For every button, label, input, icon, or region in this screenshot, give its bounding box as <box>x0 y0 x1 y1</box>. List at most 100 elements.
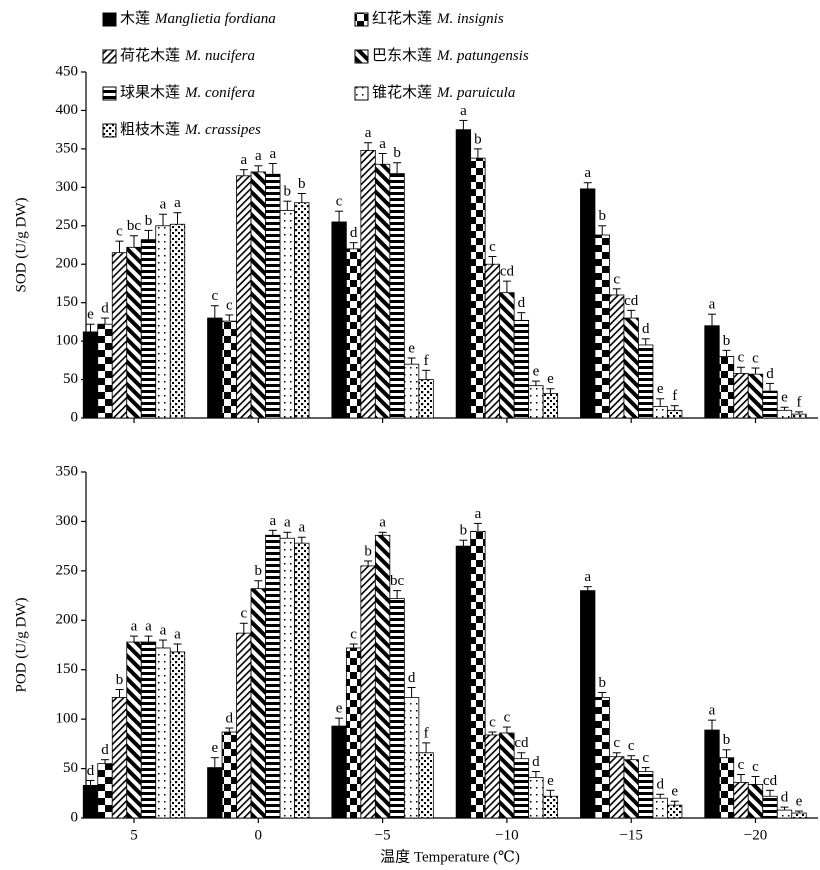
error-bar <box>283 531 292 539</box>
error-bar <box>364 560 373 566</box>
error-bar <box>210 305 219 319</box>
bar <box>279 537 295 819</box>
error-bar <box>268 529 277 536</box>
error-bar <box>583 182 592 189</box>
significance-label: d <box>226 710 234 726</box>
error-bar <box>795 810 803 814</box>
significance-label: d <box>101 742 109 758</box>
y-axis-title: SOD (U/g DW) <box>13 198 29 293</box>
error-bar <box>531 380 540 386</box>
significance-label: a <box>379 515 386 531</box>
bar <box>623 759 639 819</box>
significance-label: cd <box>763 773 778 789</box>
error-bar <box>459 119 468 130</box>
bar <box>140 641 157 819</box>
significance-label: c <box>336 194 343 210</box>
bar <box>389 173 405 419</box>
significance-label: b <box>364 543 372 559</box>
bar <box>418 379 434 419</box>
significance-label: a <box>145 619 152 635</box>
error-bar <box>254 165 263 172</box>
significance-label: e <box>87 307 94 323</box>
significance-label: c <box>738 757 745 773</box>
significance-label: e <box>547 371 554 387</box>
error-bar <box>115 240 124 253</box>
significance-label: e <box>781 390 788 406</box>
bar <box>331 221 347 419</box>
bar <box>528 385 544 419</box>
significance-label: d <box>101 300 109 316</box>
y-tick-label: 300 <box>56 513 79 529</box>
bar <box>374 534 391 819</box>
significance-label: c <box>489 714 496 730</box>
bar <box>791 413 807 419</box>
significance-label: c <box>226 297 233 313</box>
significance-label: e <box>336 701 343 717</box>
error-bar <box>101 759 109 764</box>
error-bar <box>210 757 219 768</box>
significance-label: a <box>174 195 181 211</box>
bar <box>455 545 472 819</box>
significance-label: c <box>350 626 357 642</box>
significance-label: f <box>424 725 429 741</box>
significance-label: a <box>709 297 716 313</box>
x-tick-label: −15 <box>619 827 642 843</box>
error-bar <box>670 800 679 806</box>
significance-label: c <box>116 224 123 240</box>
bar <box>733 373 749 419</box>
error-bar <box>737 366 745 374</box>
bar <box>580 188 596 419</box>
bar <box>455 129 472 419</box>
x-tick-label: −10 <box>495 827 518 843</box>
bar <box>776 409 793 419</box>
bar <box>294 202 310 419</box>
significance-label: c <box>628 738 635 754</box>
significance-label: c <box>752 759 759 775</box>
bar <box>718 757 735 819</box>
legend-label: 巴东木莲 M. patungensis <box>372 47 529 64</box>
error-bar <box>422 742 431 753</box>
error-bar <box>641 338 650 345</box>
significance-label: c <box>240 606 247 622</box>
legend-swatch <box>354 49 369 64</box>
error-bar <box>473 522 482 532</box>
y-tick-label: 200 <box>56 256 79 272</box>
y-tick-label: 300 <box>56 179 79 195</box>
bar <box>528 777 544 819</box>
error-bar <box>349 643 358 648</box>
significance-label: bc <box>127 218 142 234</box>
significance-label: f <box>424 353 429 369</box>
error-bar <box>173 212 182 225</box>
bar <box>594 234 610 419</box>
legend-name: 荷花木莲 <box>120 47 180 64</box>
significance-label: b <box>393 145 401 161</box>
y-tick-label: 50 <box>63 760 78 776</box>
error-bar <box>239 169 248 176</box>
y-tick-label: 450 <box>56 63 79 79</box>
significance-label: b <box>460 523 468 539</box>
error-bar <box>130 235 138 248</box>
significance-label: d <box>350 225 358 241</box>
error-bar <box>378 153 387 165</box>
legend-swatch <box>102 12 117 27</box>
error-bar <box>254 580 263 589</box>
bar <box>652 797 668 819</box>
bar <box>609 294 625 419</box>
legend-latin: Manglietia fordiana <box>154 11 276 27</box>
error-bar <box>225 314 234 322</box>
significance-label: a <box>460 103 467 119</box>
error-bar <box>627 755 636 760</box>
bar <box>126 246 142 419</box>
legend-swatch <box>102 49 117 64</box>
error-bar <box>766 789 774 797</box>
y-tick-label: 150 <box>56 661 79 677</box>
bar <box>169 223 186 419</box>
bar <box>484 734 501 819</box>
bar <box>704 325 720 419</box>
bar <box>331 725 347 819</box>
significance-label: a <box>298 520 305 536</box>
bar <box>667 804 683 819</box>
significance-label: f <box>672 388 677 404</box>
significance-label: d <box>656 777 664 793</box>
bar <box>207 317 223 419</box>
